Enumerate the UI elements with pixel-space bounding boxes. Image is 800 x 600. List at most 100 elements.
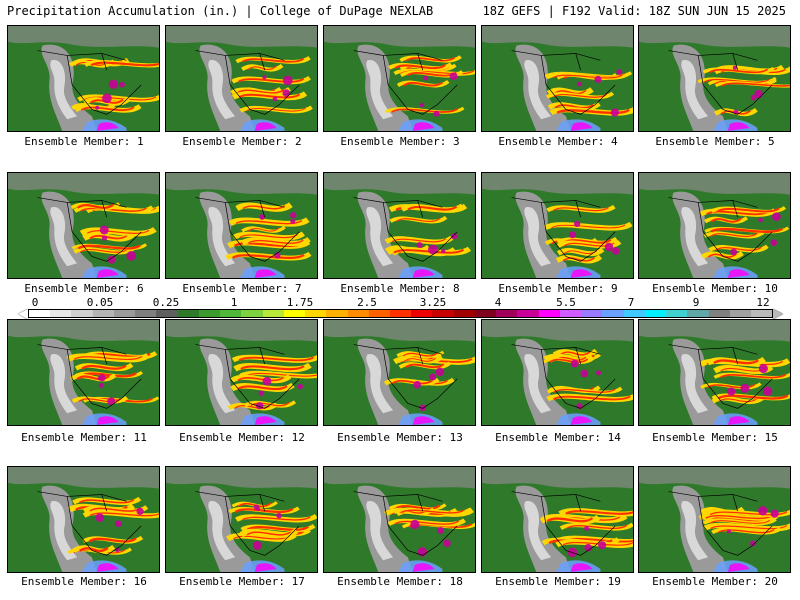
- colorbar-tick-label: 0: [31, 296, 39, 309]
- colorbar-segment: [177, 310, 199, 317]
- ensemble-map-panel: [638, 25, 791, 132]
- colorbar-tick-label: 1: [230, 296, 238, 309]
- ensemble-member-label: Ensemble Member: 20: [652, 575, 778, 588]
- ensemble-map-panel: [7, 172, 160, 279]
- colorbar-segment: [71, 310, 93, 317]
- ensemble-member-label: Ensemble Member: 17: [179, 575, 305, 588]
- colorbar-segment: [581, 310, 603, 317]
- colorbar-segment: [29, 310, 51, 317]
- ensemble-map-panel: [638, 466, 791, 573]
- precip-map: [482, 467, 633, 572]
- ensemble-member-label: Ensemble Member: 7: [182, 282, 302, 295]
- colorbar-segment: [347, 310, 369, 317]
- colorbar-segment: [453, 310, 475, 317]
- precip-map: [482, 26, 633, 131]
- colorbar-segment: [135, 310, 157, 317]
- colorbar-segment: [729, 310, 751, 317]
- ensemble-map-panel: [7, 466, 160, 573]
- precip-map: [166, 320, 317, 425]
- colorbar-segment: [687, 310, 709, 317]
- ensemble-member-label: Ensemble Member: 9: [498, 282, 618, 295]
- colorbar-labels: 0 0.05 0.25 1 1.75 2.5 3.25 4 5.5 7 9 12: [0, 296, 800, 309]
- precip-map: [8, 173, 159, 278]
- precip-map: [8, 320, 159, 425]
- colorbar-segment: [708, 310, 730, 317]
- colorbar-segment: [305, 310, 327, 317]
- colorbar-segment: [644, 310, 667, 317]
- colorbar-segment: [602, 310, 624, 317]
- colorbar-segment: [496, 310, 518, 317]
- ensemble-member-label: Ensemble Member: 15: [652, 431, 778, 444]
- ensemble-map-panel: [323, 25, 476, 132]
- page-title: Precipitation Accumulation (in.) | Colle…: [7, 4, 434, 18]
- precip-map: [166, 26, 317, 131]
- precip-map: [639, 26, 790, 131]
- run-valid-time: 18Z GEFS | F192 Valid: 18Z SUN JUN 15 20…: [482, 4, 786, 18]
- colorbar-tick-label: 0.05: [86, 296, 114, 309]
- colorbar-segment: [517, 310, 539, 317]
- colorbar-segment: [156, 310, 178, 317]
- ensemble-member-label: Ensemble Member: 5: [655, 135, 775, 148]
- ensemble-map-panel: [165, 172, 318, 279]
- colorbar-segment: [559, 310, 582, 317]
- ensemble-map-panel: [481, 25, 634, 132]
- colorbar-segment: [220, 310, 242, 317]
- colorbar-segment: [50, 310, 72, 317]
- colorbar-segment: [113, 310, 136, 317]
- ensemble-map-panel: [165, 25, 318, 132]
- precip-map: [166, 467, 317, 572]
- ensemble-map-panel: [481, 172, 634, 279]
- ensemble-map-panel: [7, 25, 160, 132]
- ensemble-member-label: Ensemble Member: 10: [652, 282, 778, 295]
- precip-map: [639, 320, 790, 425]
- precip-map: [482, 173, 633, 278]
- colorbar-segment: [262, 310, 284, 317]
- colorbar-tick-label: 12: [756, 296, 770, 309]
- precip-map: [8, 26, 159, 131]
- ensemble-member-label: Ensemble Member: 11: [21, 431, 147, 444]
- ensemble-member-label: Ensemble Member: 12: [179, 431, 305, 444]
- colorbar-segment: [326, 310, 348, 317]
- ensemble-map-panel: [165, 319, 318, 426]
- colorbar-segment: [538, 310, 560, 317]
- colorbar-segment: [411, 310, 433, 317]
- ensemble-member-label: Ensemble Member: 2: [182, 135, 302, 148]
- colorbar-tick-label: 0.25: [152, 296, 180, 309]
- ensemble-map-panel: [323, 172, 476, 279]
- ensemble-member-label: Ensemble Member: 8: [340, 282, 460, 295]
- ensemble-map-panel: [7, 319, 160, 426]
- precip-map: [324, 173, 475, 278]
- ensemble-member-label: Ensemble Member: 4: [498, 135, 618, 148]
- colorbar-tick-label: 9: [692, 296, 700, 309]
- colorbar-segment: [432, 310, 454, 317]
- colorbar-segment: [198, 310, 221, 317]
- ensemble-map-panel: [638, 319, 791, 426]
- colorbar-segment: [750, 310, 773, 317]
- precip-map: [166, 173, 317, 278]
- colorbar-segment: [368, 310, 390, 317]
- ensemble-map-panel: [165, 466, 318, 573]
- colorbar-segment: [283, 310, 306, 317]
- colorbar-min-arrow: [18, 309, 28, 319]
- precip-map: [639, 173, 790, 278]
- colorbar-segment: [241, 310, 263, 317]
- precip-map: [639, 467, 790, 572]
- colorbar-segment: [474, 310, 497, 317]
- ensemble-map-panel: [323, 466, 476, 573]
- colorbar-segment: [666, 310, 688, 317]
- ensemble-member-label: Ensemble Member: 13: [337, 431, 463, 444]
- colorbar-tick-label: 1.75: [286, 296, 314, 309]
- colorbar-tick-label: 5.5: [556, 296, 576, 309]
- colorbar-segment: [92, 310, 114, 317]
- colorbar-tick-label: 2.5: [357, 296, 377, 309]
- precip-map: [8, 467, 159, 572]
- ensemble-map-panel: [481, 319, 634, 426]
- ensemble-member-label: Ensemble Member: 14: [495, 431, 621, 444]
- ensemble-member-label: Ensemble Member: 16: [21, 575, 147, 588]
- colorbar-tick-label: 7: [627, 296, 635, 309]
- precip-map: [324, 467, 475, 572]
- ensemble-member-label: Ensemble Member: 1: [24, 135, 144, 148]
- ensemble-map-panel: [638, 172, 791, 279]
- precip-map: [324, 26, 475, 131]
- ensemble-member-label: Ensemble Member: 6: [24, 282, 144, 295]
